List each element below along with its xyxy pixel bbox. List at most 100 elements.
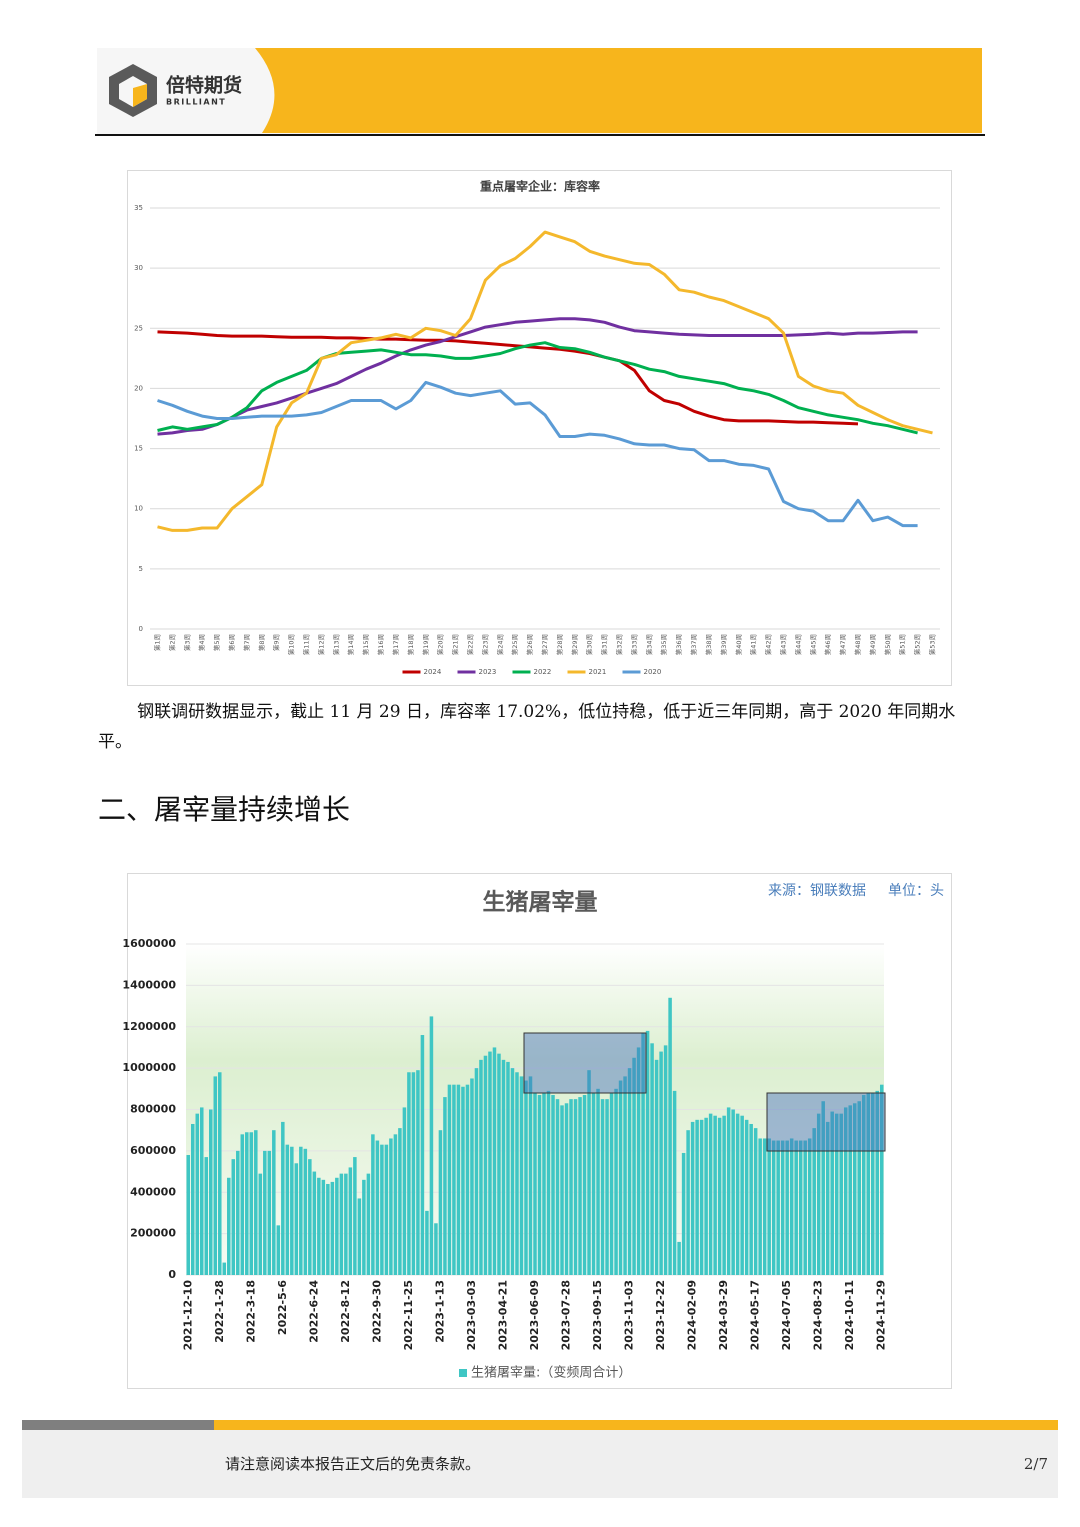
bar	[510, 1068, 515, 1275]
bar	[398, 1128, 402, 1275]
x-tick-label: 第51周	[898, 634, 907, 655]
bar	[546, 1090, 551, 1275]
bar	[272, 1130, 276, 1275]
bar	[420, 1035, 425, 1275]
chart-1: 重点屠宰企业：库容率05101520253035第1周 第2周 第3周 第4周 第5周第…	[134, 179, 940, 676]
x-tick-label: 第34周	[644, 634, 653, 655]
x-tick-label: 第3周	[182, 634, 191, 651]
bar	[695, 1119, 699, 1275]
x-tick-label: 第1周	[152, 634, 161, 651]
footer-bar	[22, 1420, 214, 1430]
bar	[825, 1121, 830, 1275]
series-line	[157, 330, 859, 426]
bar	[258, 1173, 263, 1275]
x-tick-label: 2024-08-23	[812, 1280, 825, 1350]
legend-label: 2024	[424, 668, 442, 676]
bar	[771, 1140, 776, 1275]
bar	[627, 1068, 632, 1275]
y-tick-label: 1600000	[122, 937, 176, 950]
bar	[600, 1099, 605, 1275]
bar	[848, 1105, 852, 1275]
bar	[839, 1113, 843, 1275]
chart-title: 生猪屠宰量	[483, 889, 598, 916]
bar	[641, 1032, 645, 1275]
bar	[605, 1099, 609, 1275]
bar	[524, 1080, 528, 1275]
brand-en: BRILLIANT	[166, 98, 226, 107]
y-tick-label: 15	[134, 445, 143, 453]
x-tick-label: 2023-07-28	[560, 1280, 573, 1350]
highlight-box	[523, 1032, 647, 1094]
legend-label: 2023	[479, 668, 497, 676]
y-tick-label: 400000	[130, 1185, 176, 1198]
bar	[852, 1103, 857, 1275]
x-tick-label: 2024-07-05	[780, 1280, 793, 1350]
bar	[303, 1148, 308, 1275]
x-tick-label: 第48周	[853, 634, 862, 655]
bar	[447, 1084, 452, 1275]
bar	[483, 1055, 488, 1275]
x-tick-label: 第25周	[510, 634, 519, 655]
x-tick-label: 第14周	[346, 634, 355, 655]
x-tick-label: 第2周	[167, 634, 176, 651]
x-tick-label: 第5周	[212, 634, 221, 651]
bar	[645, 1030, 650, 1275]
header-band	[255, 48, 982, 133]
bar	[222, 1262, 227, 1275]
x-tick-label: 第39周	[719, 634, 728, 655]
bar	[690, 1121, 695, 1275]
logo	[109, 64, 157, 117]
x-tick-label: 第36周	[674, 634, 683, 655]
bar	[663, 1045, 668, 1275]
bar	[537, 1095, 542, 1275]
bar	[195, 1113, 200, 1275]
bar	[816, 1113, 821, 1275]
paragraph: 钢联调研数据显示，截止 11 月 29 日，库容率 17.02%，低位持稳，低于…	[98, 702, 956, 752]
bar	[357, 1198, 362, 1275]
bar	[699, 1119, 704, 1275]
bar	[789, 1138, 794, 1275]
y-tick-label: 200000	[130, 1227, 176, 1240]
bar	[245, 1132, 249, 1275]
x-tick-label: 第7周	[242, 634, 251, 651]
bar	[636, 1047, 641, 1275]
bar	[722, 1115, 726, 1275]
y-tick-label: 5	[139, 565, 143, 573]
footer-bar	[214, 1420, 1058, 1430]
y-tick-label: 0	[168, 1268, 176, 1281]
x-tick-label: 第46周	[823, 634, 832, 655]
bar	[375, 1140, 380, 1275]
y-tick-label: 35	[134, 204, 143, 212]
bar	[749, 1123, 753, 1275]
bar	[812, 1128, 816, 1275]
x-tick-label: 第43周	[778, 634, 787, 655]
bar	[560, 1105, 564, 1275]
x-tick-label: 第52周	[913, 634, 922, 655]
bar	[578, 1097, 582, 1275]
bar	[299, 1146, 303, 1275]
bar	[308, 1159, 312, 1275]
bar	[474, 1068, 479, 1275]
bar	[335, 1177, 339, 1275]
x-tick-label: 2024-10-11	[843, 1280, 856, 1350]
x-tick-label: 第35周	[659, 634, 668, 655]
bar	[330, 1181, 335, 1275]
bar	[528, 1076, 533, 1275]
x-tick-label: 2022-6-24	[307, 1280, 320, 1343]
bar	[402, 1107, 407, 1275]
x-tick-label: 2023-06-09	[528, 1280, 541, 1350]
bar	[366, 1173, 371, 1275]
x-tick-label: 2024-11-29	[875, 1280, 888, 1350]
x-tick-label: 第20周	[436, 634, 445, 655]
x-tick-label: 第21周	[451, 634, 460, 655]
bar	[213, 1076, 218, 1275]
x-tick-label: 第22周	[465, 634, 474, 655]
x-tick-label: 第47周	[838, 634, 847, 655]
x-tick-label: 第50周	[883, 634, 892, 655]
bar	[389, 1138, 393, 1275]
bar	[533, 1092, 537, 1275]
bar	[735, 1113, 740, 1275]
legend-swatch	[459, 1369, 467, 1377]
bar	[317, 1177, 321, 1275]
